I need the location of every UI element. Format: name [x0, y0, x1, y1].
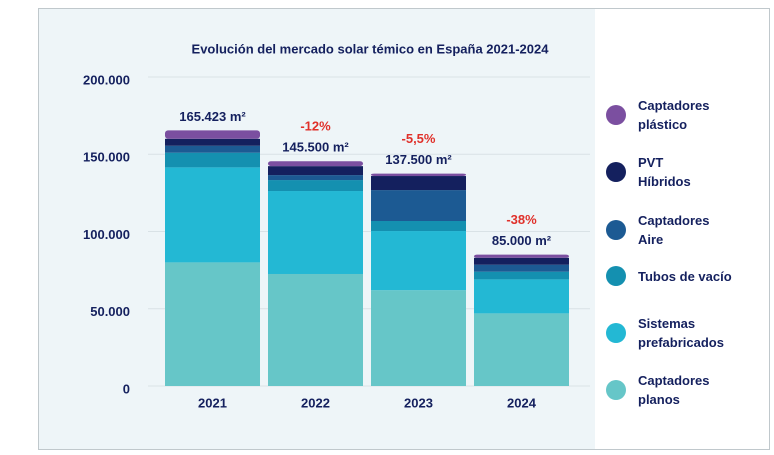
- total-label: 145.500 m²: [282, 140, 349, 155]
- y-tick-label: 50.000: [90, 304, 130, 319]
- change-label: -5,5%: [402, 131, 436, 146]
- chart-title: Evolución del mercado solar témico en Es…: [192, 41, 550, 56]
- y-tick-label: 200.000: [83, 72, 130, 87]
- y-tick-label: 150.000: [83, 150, 130, 165]
- legend-label: Sistemas prefabricados: [638, 316, 724, 350]
- bar-segment: [371, 290, 466, 386]
- total-label: 85.000 m²: [492, 233, 552, 248]
- bar-segment: [371, 220, 466, 232]
- bar-segment: [165, 262, 260, 386]
- y-tick-label: 100.000: [83, 227, 130, 242]
- legend-item: Captadores Aire: [606, 211, 726, 249]
- bar-segment: [268, 273, 363, 386]
- x-tick-label: 2024: [507, 395, 537, 410]
- bar-segment: [165, 145, 260, 153]
- x-tick-label: 2021: [198, 395, 227, 410]
- legend-item: Tubos de vacío: [606, 266, 748, 286]
- legend-item: Captadores planos: [606, 371, 726, 409]
- bar-segment: [474, 313, 569, 386]
- bar-segment: [371, 190, 466, 221]
- legend-swatch: [606, 220, 626, 240]
- bar-segment: [474, 271, 569, 280]
- x-tick-label: 2023: [404, 395, 433, 410]
- legend-label: Captadores plástico: [638, 98, 710, 132]
- bar-segment: [268, 161, 363, 167]
- bar-segment: [371, 231, 466, 291]
- total-label: 137.500 m²: [385, 152, 452, 167]
- bar-segment: [474, 279, 569, 314]
- bar-segment: [268, 191, 363, 274]
- bar-segment: [268, 180, 363, 192]
- legend-label: Captadores planos: [638, 373, 710, 407]
- change-label: -12%: [300, 119, 331, 134]
- bar-segment: [371, 173, 466, 177]
- legend-swatch: [606, 266, 626, 286]
- bar-segment: [474, 254, 569, 258]
- legend-item: Captadores plástico: [606, 96, 726, 134]
- legend-item: Sistemas prefabricados: [606, 314, 726, 352]
- legend-swatch: [606, 380, 626, 400]
- y-tick-label: 0: [123, 381, 130, 396]
- legend-label: Tubos de vacío: [638, 268, 732, 284]
- bar-segment: [474, 257, 569, 265]
- bar-segment: [371, 176, 466, 191]
- bar-segment: [165, 138, 260, 146]
- legend-swatch: [606, 323, 626, 343]
- x-tick-label: 2022: [301, 395, 330, 410]
- bar-segment: [268, 166, 363, 176]
- bar-segment: [165, 167, 260, 263]
- legend-item: PVT Híbridos: [606, 153, 698, 191]
- legend-label: Captadores Aire: [638, 213, 710, 247]
- bar-segment: [165, 152, 260, 168]
- total-label: 165.423 m²: [179, 109, 246, 124]
- bar-segment: [165, 130, 260, 139]
- legend-label: PVT Híbridos: [638, 155, 691, 189]
- change-label: -38%: [506, 212, 537, 227]
- bar-segment: [268, 175, 363, 181]
- legend-swatch: [606, 162, 626, 182]
- bar-segment: [474, 264, 569, 272]
- legend-swatch: [606, 105, 626, 125]
